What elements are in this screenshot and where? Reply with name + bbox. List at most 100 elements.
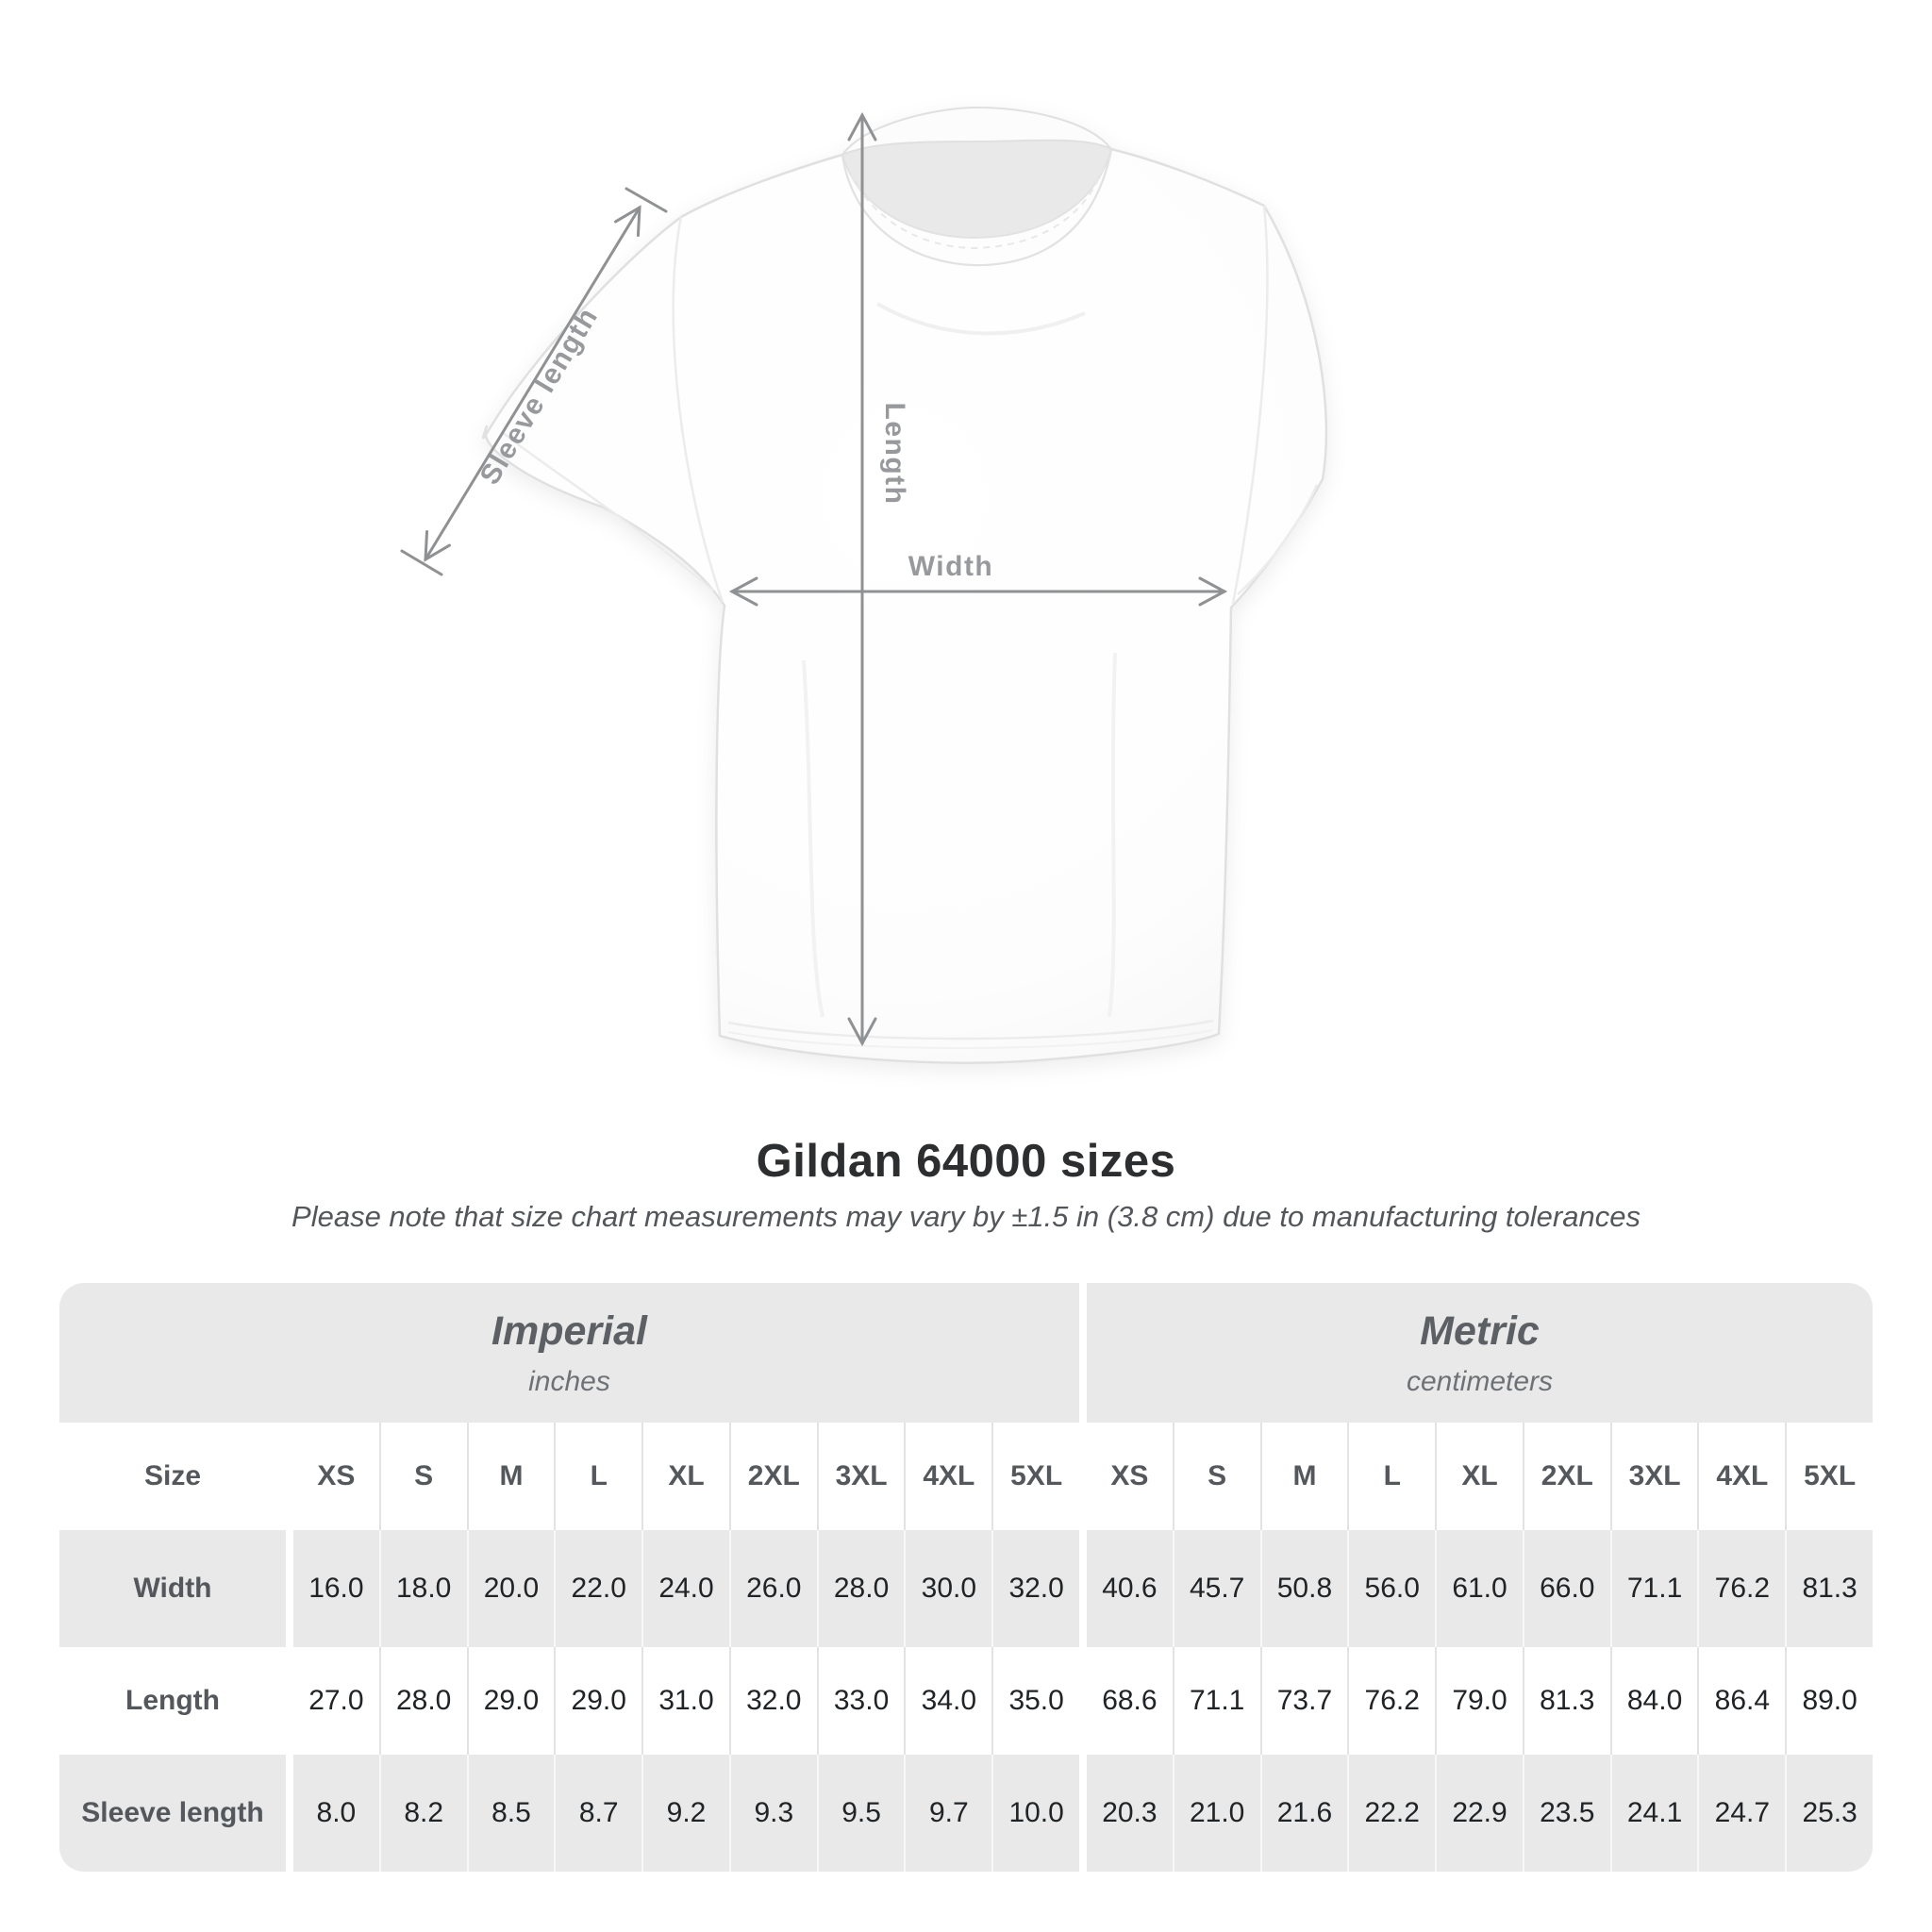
- value-cell: 50.8: [1259, 1530, 1348, 1647]
- row-label: Length: [125, 1685, 220, 1716]
- size-header: 5XL: [991, 1423, 1079, 1530]
- hem-stitch: [727, 1019, 1214, 1041]
- imperial-band: Imperial inches: [59, 1283, 1079, 1423]
- right-sleeve-hem-stitch: [1237, 484, 1319, 595]
- size-header: 5XL: [1785, 1423, 1873, 1530]
- value-cell: 8.5: [466, 1755, 555, 1872]
- value-cell: 29.0: [466, 1647, 555, 1755]
- imperial-length-values: 27.0 28.0 29.0 29.0 31.0 32.0 33.0 34.0 …: [293, 1647, 1079, 1755]
- value-cell: 32.0: [728, 1647, 817, 1755]
- value-cell: 32.0: [991, 1530, 1080, 1647]
- value-cell: 10.0: [991, 1755, 1080, 1872]
- size-header: L: [554, 1423, 641, 1530]
- size-header: 3XL: [1609, 1423, 1698, 1530]
- value-cell: 24.1: [1609, 1755, 1698, 1872]
- width-label: Width: [908, 551, 994, 582]
- value-cell: 20.3: [1087, 1755, 1173, 1872]
- value-cell: 23.5: [1522, 1755, 1610, 1872]
- value-cell: 34.0: [904, 1647, 991, 1755]
- value-cell: 33.0: [816, 1647, 905, 1755]
- value-cell: 9.7: [904, 1755, 992, 1872]
- sleeve-arrow-end-tick-top: [625, 187, 668, 213]
- length-label: Length: [879, 402, 910, 506]
- column-gap: [1079, 1423, 1087, 1530]
- value-cell: 73.7: [1259, 1647, 1348, 1755]
- value-cell: 56.0: [1347, 1530, 1436, 1647]
- value-cell: 35.0: [991, 1647, 1079, 1755]
- size-header: M: [1259, 1423, 1348, 1530]
- left-sleeve-seam: [672, 216, 724, 603]
- collar-inside: [842, 141, 1111, 238]
- value-cell: 79.0: [1435, 1647, 1523, 1755]
- size-header: M: [466, 1423, 555, 1530]
- metric-sleeve-values: 20.3 21.0 21.6 22.2 22.9 23.5 24.1 24.7 …: [1087, 1755, 1873, 1872]
- value-cell: 28.0: [378, 1647, 467, 1755]
- value-cell: 68.6: [1102, 1685, 1158, 1716]
- tolerance-note: Please note that size chart measurements…: [291, 1200, 1641, 1233]
- metric-size-headers: XS S M L XL 2XL 3XL 4XL 5XL: [1087, 1423, 1873, 1530]
- value-cell: 31.0: [641, 1647, 729, 1755]
- value-cell: 81.3: [1785, 1530, 1873, 1647]
- measurement-arrows: [400, 111, 1228, 1047]
- chest-shadow: [876, 302, 1086, 336]
- value-cell: 71.1: [1172, 1647, 1260, 1755]
- size-header: XS: [1110, 1460, 1149, 1491]
- table-row-sleeve-length: Sleeve length 8.0 8.2 8.5 8.7 9.2 9.3 9.…: [59, 1755, 1873, 1872]
- size-header: 2XL: [1522, 1423, 1610, 1530]
- size-header: 4XL: [1697, 1423, 1785, 1530]
- metric-heading: Metric: [1420, 1307, 1540, 1354]
- column-gap: [1079, 1755, 1087, 1872]
- band-gap: [1079, 1283, 1087, 1423]
- size-header: 3XL: [816, 1423, 905, 1530]
- tshirt-body: [482, 106, 1328, 1064]
- column-gap: [286, 1755, 293, 1872]
- imperial-sleeve-values: 8.0 8.2 8.5 8.7 9.2 9.3 9.5 9.7 10.0: [293, 1755, 1080, 1872]
- row-label: Sleeve length: [59, 1755, 286, 1872]
- value-cell: 8.2: [378, 1755, 467, 1872]
- hem-stitch-2: [727, 1029, 1214, 1050]
- column-gap: [1079, 1647, 1087, 1755]
- size-header-row: Size XS S M L XL 2XL 3XL 4XL 5XL XS S M …: [59, 1423, 1873, 1530]
- value-cell: 22.2: [1347, 1755, 1436, 1872]
- value-cell: 25.3: [1785, 1755, 1873, 1872]
- size-header: XL: [641, 1423, 729, 1530]
- table-row-width: Width 16.0 18.0 20.0 22.0 24.0 26.0 28.0…: [59, 1530, 1873, 1647]
- value-cell: 86.4: [1697, 1647, 1785, 1755]
- row-label: Width: [59, 1530, 286, 1647]
- size-column-header: Size: [143, 1460, 202, 1491]
- metric-band: Metric centimeters: [1087, 1283, 1873, 1423]
- sleeve-length-arrow: [424, 205, 641, 562]
- value-cell: 26.0: [728, 1530, 817, 1647]
- value-cell: 40.6: [1087, 1530, 1173, 1647]
- imperial-heading: Imperial: [491, 1307, 647, 1354]
- value-cell: 29.0: [554, 1647, 641, 1755]
- tshirt-illustration: [400, 106, 1328, 1064]
- value-cell: 76.2: [1697, 1530, 1786, 1647]
- collar-front-band: [841, 148, 1112, 267]
- value-cell: 16.0: [293, 1530, 379, 1647]
- value-cell: 89.0: [1785, 1647, 1873, 1755]
- value-cell: 66.0: [1522, 1530, 1610, 1647]
- value-cell: 76.2: [1347, 1647, 1435, 1755]
- right-sleeve-seam: [1231, 205, 1269, 605]
- value-cell: 28.0: [816, 1530, 905, 1647]
- column-gap: [286, 1530, 293, 1647]
- column-gap: [286, 1647, 293, 1755]
- imperial-width-values: 16.0 18.0 20.0 22.0 24.0 26.0 28.0 30.0 …: [293, 1530, 1080, 1647]
- imperial-size-headers: XS S M L XL 2XL 3XL 4XL 5XL: [293, 1423, 1079, 1530]
- size-table: Imperial inches Metric centimeters Size …: [59, 1283, 1873, 1872]
- page-title: Gildan 64000 sizes: [756, 1136, 1176, 1187]
- metric-unit: centimeters: [1406, 1365, 1554, 1397]
- value-cell: 9.3: [728, 1755, 817, 1872]
- table-row-length: Length 27.0 28.0 29.0 29.0 31.0 32.0 33.…: [59, 1647, 1873, 1755]
- value-cell: 27.0: [308, 1685, 364, 1716]
- size-header: 2XL: [728, 1423, 817, 1530]
- value-cell: 45.7: [1172, 1530, 1260, 1647]
- metric-width-values: 40.6 45.7 50.8 56.0 61.0 66.0 71.1 76.2 …: [1087, 1530, 1873, 1647]
- value-cell: 9.5: [816, 1755, 905, 1872]
- wrinkle: [1108, 652, 1117, 1018]
- column-gap: [286, 1423, 293, 1530]
- value-cell: 81.3: [1522, 1647, 1610, 1755]
- column-gap: [1079, 1530, 1087, 1647]
- value-cell: 22.0: [554, 1530, 642, 1647]
